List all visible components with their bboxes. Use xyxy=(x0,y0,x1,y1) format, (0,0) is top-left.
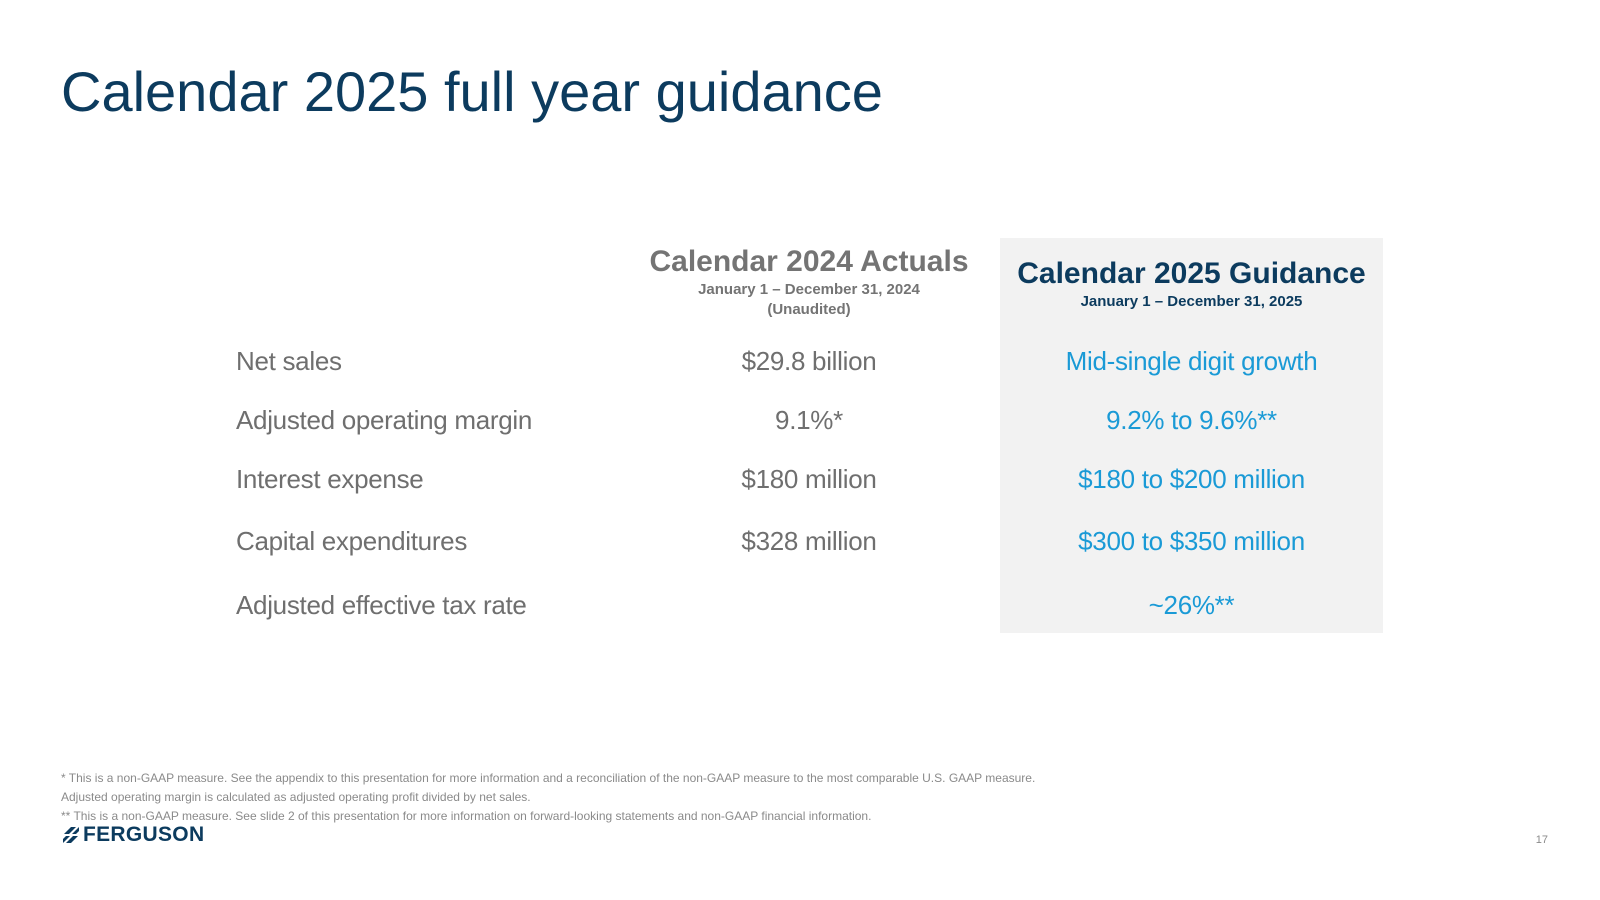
row-actual-value: 9.1%* xyxy=(775,405,843,435)
slide-title: Calendar 2025 full year guidance xyxy=(61,60,883,123)
row-actual-value: $328 million xyxy=(741,526,877,556)
ferguson-logo: FERGUSON xyxy=(61,824,204,846)
row-label: Net sales xyxy=(236,346,342,376)
row-label: Capital expenditures xyxy=(236,526,468,556)
logo-wordmark: FERGUSON xyxy=(83,823,205,846)
guidance-column-header: Calendar 2025 Guidance January 1 – Decem… xyxy=(1000,256,1383,312)
row-actual-value: $29.8 billion xyxy=(741,346,877,376)
footnote-single-asterisk: * This is a non-GAAP measure. See the ap… xyxy=(61,771,1036,804)
table-row-net-sales: Net sales $29.8 billion Mid-single digit… xyxy=(0,341,1600,381)
actuals-column-header: Calendar 2024 Actuals January 1 – Decemb… xyxy=(620,244,998,320)
actuals-unaudited-note: (Unaudited) xyxy=(767,301,851,318)
guidance-column-title: Calendar 2025 Guidance xyxy=(1017,257,1366,290)
table-row-adjusted-operating-margin: Adjusted operating margin 9.1%* 9.2% to … xyxy=(0,400,1600,440)
row-label: Adjusted effective tax rate xyxy=(236,590,527,620)
footnote-double-asterisk: ** This is a non-GAAP measure. See slide… xyxy=(61,809,872,823)
row-guidance-value: 9.2% to 9.6%** xyxy=(1106,405,1277,435)
actuals-column-title: Calendar 2024 Actuals xyxy=(649,245,969,278)
row-label: Adjusted operating margin xyxy=(236,405,533,435)
row-guidance-value: Mid-single digit growth xyxy=(1065,346,1318,376)
footnotes: * This is a non-GAAP measure. See the ap… xyxy=(61,769,1061,826)
guidance-panel xyxy=(1000,238,1383,633)
row-label: Interest expense xyxy=(236,464,424,494)
page-number: 17 xyxy=(1535,834,1548,846)
table-row-capital-expenditures: Capital expenditures $328 million $300 t… xyxy=(0,521,1600,561)
row-actual-value: $180 million xyxy=(741,464,877,494)
row-guidance-value: $300 to $350 million xyxy=(1078,526,1305,556)
ferguson-logo-icon xyxy=(63,827,79,843)
table-row-interest-expense: Interest expense $180 million $180 to $2… xyxy=(0,459,1600,499)
table-row-adjusted-effective-tax-rate: Adjusted effective tax rate ~26%** xyxy=(0,585,1600,625)
actuals-date-range: January 1 – December 31, 2024 xyxy=(698,281,920,298)
guidance-date-range: January 1 – December 31, 2025 xyxy=(1080,293,1303,310)
row-guidance-value: $180 to $200 million xyxy=(1078,464,1305,494)
row-guidance-value: ~26%** xyxy=(1148,590,1235,620)
